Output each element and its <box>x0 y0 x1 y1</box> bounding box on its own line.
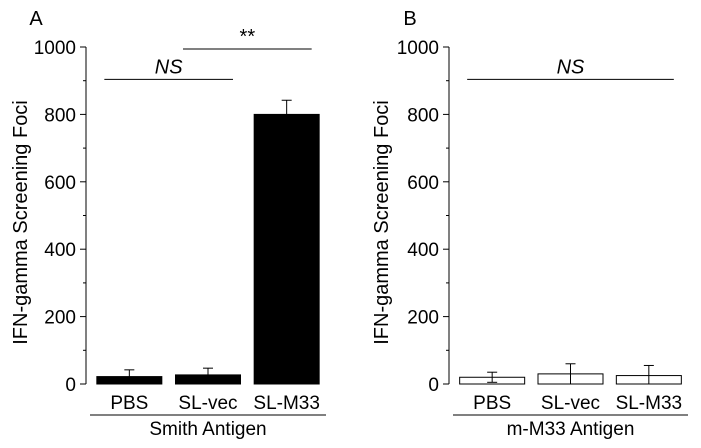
panel-b-y-tick-label: 800 <box>407 105 439 126</box>
panel-b-y-tick-label: 0 <box>428 375 439 396</box>
panel-b-y-tick-label: 400 <box>407 240 439 261</box>
panel-a-y-tick-label: 600 <box>44 173 76 194</box>
panel-b-y-axis-title: IFN-gamma Screening Foci <box>371 100 393 345</box>
panel-a-y-tick-label: 800 <box>44 105 76 126</box>
panel-a-y-tick-label: 200 <box>44 308 76 329</box>
panel-a-y-axis-title: IFN-gamma Screening Foci <box>10 100 32 345</box>
panel-a-y-tick-label: 1000 <box>34 38 76 59</box>
panel-a-y-tick-label: 400 <box>44 240 76 261</box>
panel-b-group-label: m-M33 Antigen <box>507 419 635 440</box>
panel-a-letter: A <box>29 8 43 30</box>
panel-a-category-label: SL-M33 <box>253 393 320 414</box>
panel-a-bar-sl-m33 <box>253 113 320 385</box>
panel-a-category-label: PBS <box>110 393 148 414</box>
panel-b-category-label: SL-vec <box>541 393 600 414</box>
panel-b-y-tick-label: 200 <box>407 308 439 329</box>
panel-b-letter: B <box>403 8 416 30</box>
panel-a-significance-label: NS <box>155 56 183 78</box>
panel-b-significance-label: NS <box>557 56 585 78</box>
panel-b-y-tick-label: 1000 <box>397 38 439 59</box>
panel-b-category-label: PBS <box>473 393 511 414</box>
panel-a-group-label: Smith Antigen <box>149 419 266 440</box>
panel-a-category-label: SL-vec <box>178 393 237 414</box>
panel-b-category-label: SL-M33 <box>616 393 683 414</box>
panel-b-y-tick-label: 600 <box>407 173 439 194</box>
panel-a-significance-label: ** <box>240 26 256 48</box>
panel-a-y-tick-label: 0 <box>65 375 76 396</box>
